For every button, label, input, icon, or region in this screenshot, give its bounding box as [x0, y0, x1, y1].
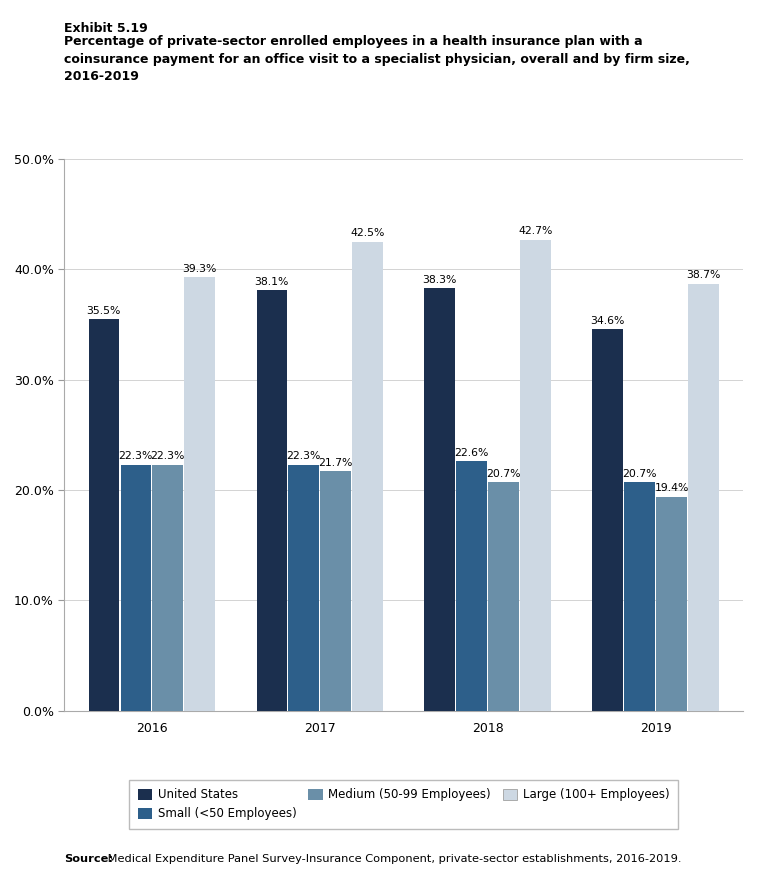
Text: 38.3%: 38.3%	[422, 275, 457, 284]
Text: 42.7%: 42.7%	[518, 226, 553, 236]
Text: 42.5%: 42.5%	[350, 229, 385, 238]
Bar	[488, 482, 518, 711]
Bar	[89, 319, 119, 711]
Bar	[625, 482, 655, 711]
Bar	[152, 464, 183, 711]
Bar	[184, 277, 215, 711]
Text: 38.7%: 38.7%	[686, 270, 721, 280]
Bar	[424, 288, 455, 711]
Text: 22.3%: 22.3%	[151, 451, 185, 461]
Text: 34.6%: 34.6%	[590, 315, 625, 326]
Text: 35.5%: 35.5%	[86, 306, 121, 315]
Bar	[688, 283, 719, 711]
Text: Exhibit 5.19: Exhibit 5.19	[64, 22, 148, 35]
Bar	[289, 464, 319, 711]
Bar	[456, 461, 487, 711]
Text: Percentage of private-sector enrolled employees in a health insurance plan with : Percentage of private-sector enrolled em…	[64, 35, 691, 83]
Text: 22.6%: 22.6%	[455, 448, 489, 458]
Bar	[352, 242, 383, 711]
Bar	[593, 328, 623, 711]
Text: 20.7%: 20.7%	[622, 469, 657, 479]
Text: 22.3%: 22.3%	[287, 451, 321, 461]
Text: 19.4%: 19.4%	[654, 483, 689, 494]
Text: 39.3%: 39.3%	[183, 264, 217, 274]
Bar	[256, 291, 287, 711]
Text: 20.7%: 20.7%	[487, 469, 521, 479]
Bar	[121, 464, 151, 711]
Bar	[656, 496, 687, 711]
Bar	[321, 472, 351, 711]
Text: Medical Expenditure Panel Survey-Insurance Component, private-sector establishme: Medical Expenditure Panel Survey-Insuran…	[104, 854, 681, 864]
Legend: United States, Small (<50 Employees), Medium (50-99 Employees), Large (100+ Empl: United States, Small (<50 Employees), Me…	[130, 781, 678, 828]
Bar	[520, 239, 551, 711]
Text: 22.3%: 22.3%	[118, 451, 153, 461]
Text: 21.7%: 21.7%	[318, 458, 352, 468]
Text: 38.1%: 38.1%	[255, 277, 289, 287]
Text: Source:: Source:	[64, 854, 114, 864]
